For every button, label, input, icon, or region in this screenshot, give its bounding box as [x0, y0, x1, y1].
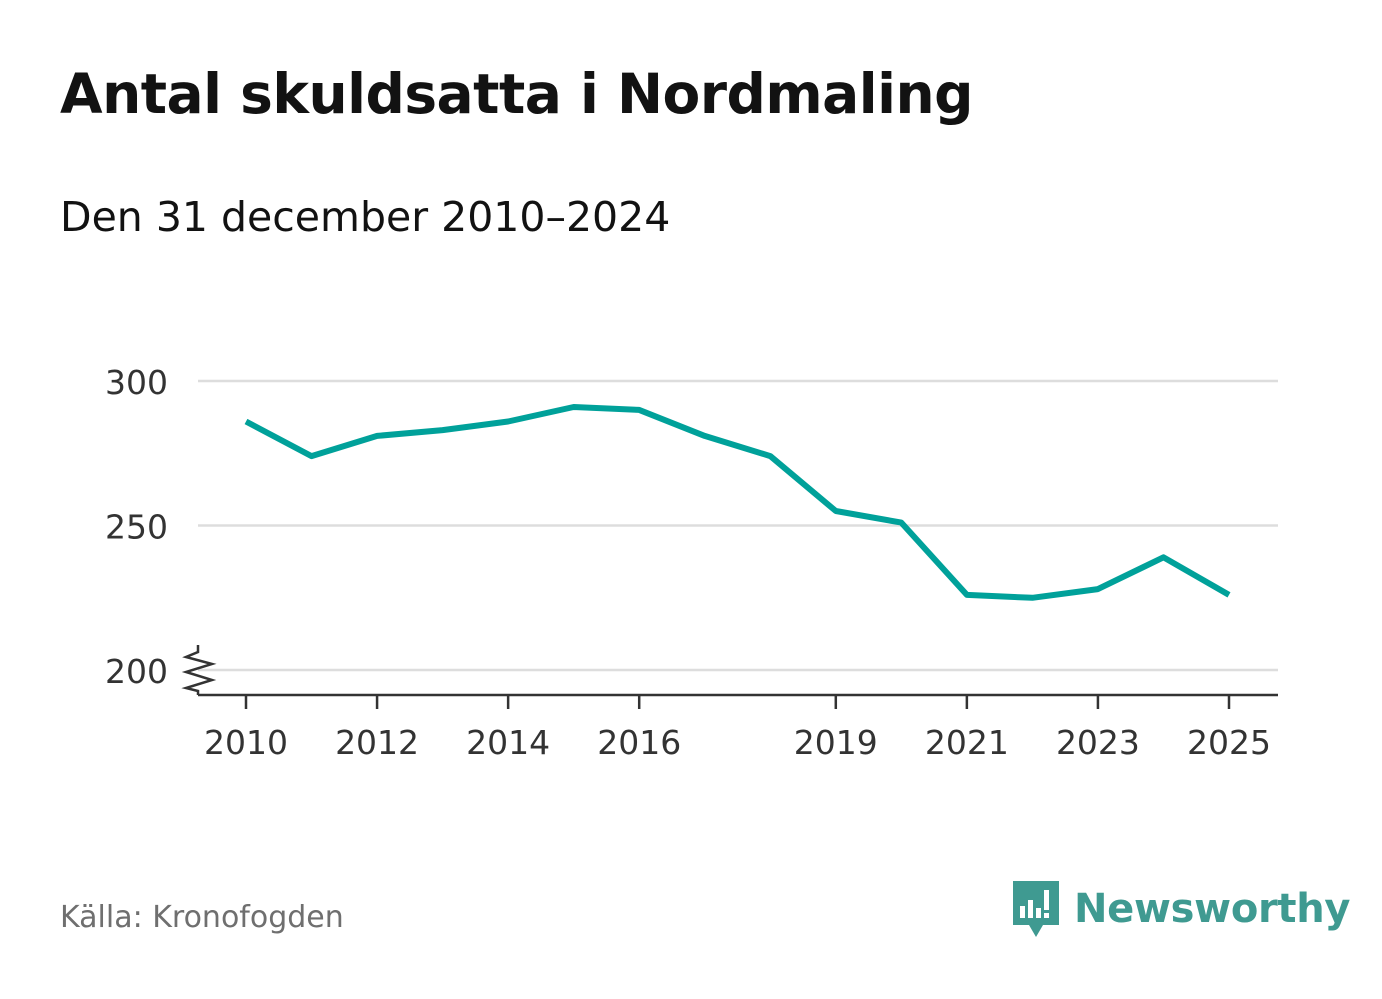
- brand-logo: Newsworthy: [1010, 878, 1351, 940]
- x-tick-label: 2021: [925, 723, 1009, 762]
- axis-break-mark: [181, 645, 217, 695]
- y-tick-label: 300: [105, 363, 168, 402]
- grid-lines: [198, 379, 1278, 672]
- x-tick-label: 2016: [597, 723, 681, 762]
- y-tick-label: 250: [105, 508, 168, 547]
- chart-title: Antal skuldsatta i Nordmaling: [60, 62, 973, 126]
- chart-subtitle: Den 31 december 2010–2024: [60, 193, 671, 241]
- x-tick-label: 2014: [466, 723, 550, 762]
- x-tick-label: 2019: [794, 723, 878, 762]
- x-tick-label: 2010: [204, 723, 288, 762]
- series-line: [244, 404, 1231, 601]
- x-tick-label: 2023: [1056, 723, 1140, 762]
- brand-name: Newsworthy: [1074, 886, 1351, 932]
- x-tick-label: 2012: [335, 723, 419, 762]
- source-note: Källa: Kronofogden: [60, 900, 344, 935]
- x-tick-label: 2025: [1187, 723, 1271, 762]
- y-tick-label: 200: [105, 652, 168, 691]
- newsworthy-logo-icon: [1013, 881, 1059, 937]
- x-axis-ticks: 2010 2012 2014 2016 2019 2021 2023 2025: [204, 695, 1271, 762]
- y-axis-ticks: 200 250 300: [105, 363, 168, 691]
